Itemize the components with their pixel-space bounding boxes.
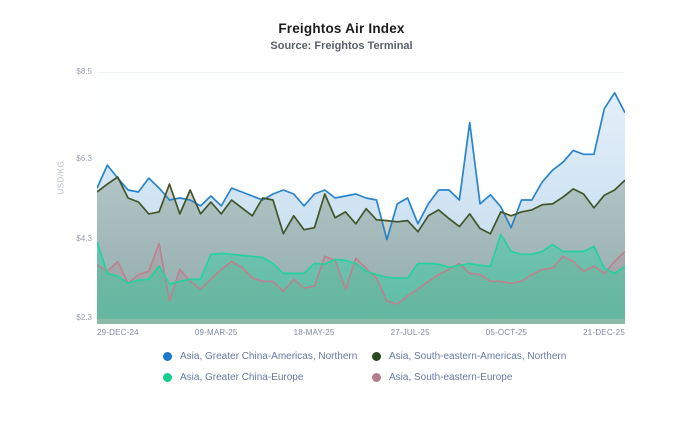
x-tick-label: 09-MAR-25 <box>194 328 238 337</box>
x-tick-label: 29-DEC-24 <box>97 328 139 337</box>
plot-svg[interactable] <box>97 73 625 324</box>
legend-label: Asia, South-eastern-Americas, Northern <box>389 351 567 362</box>
series-line-2[interactable] <box>97 233 625 285</box>
x-tick-label: 27-JUL-25 <box>390 328 430 337</box>
series-line-1[interactable] <box>97 176 625 235</box>
x-axis-band <box>97 319 625 324</box>
x-tick-label: 18-MAY-25 <box>293 328 335 337</box>
legend-dot-icon <box>163 352 172 361</box>
series-line-0[interactable] <box>97 91 625 241</box>
legend: Asia, Greater China-Americas, Northern As… <box>163 351 566 383</box>
legend-label: Asia, Greater China-Europe <box>180 372 304 383</box>
area-fill-2 <box>97 234 625 324</box>
y-tick-label: $4.3 <box>76 233 92 243</box>
plot-area[interactable] <box>97 72 625 324</box>
chart-title: Freightos Air Index <box>278 21 405 36</box>
y-tick-label: $8.5 <box>76 67 92 76</box>
legend-dot-icon <box>163 373 172 382</box>
chart-subtitle: Source: Freightos Terminal <box>270 40 413 52</box>
y-axis-title: USD/KG <box>56 160 66 195</box>
x-tick-label: 21-DEC-25 <box>583 328 625 337</box>
legend-dot-icon <box>372 373 381 382</box>
x-axis-labels: 29-DEC-24 09-MAR-25 18-MAY-25 27-JUL-25 05-O… <box>97 328 625 337</box>
legend-item-2[interactable]: Asia, Greater China-Europe <box>163 372 372 383</box>
series-line-3[interactable] <box>97 242 625 305</box>
legend-label: Asia, Greater China-Americas, Northern <box>180 351 358 362</box>
legend-item-3[interactable]: Asia, South-eastern-Europe <box>372 372 566 383</box>
legend-label: Asia, South-eastern-Europe <box>389 372 513 383</box>
legend-item-1[interactable]: Asia, South-eastern-Americas, Northern <box>372 351 566 362</box>
legend-dot-icon <box>372 352 381 361</box>
legend-item-0[interactable]: Asia, Greater China-Americas, Northern <box>163 351 372 362</box>
x-tick-label: 05-OCT-25 <box>485 328 528 337</box>
y-tick-label: $2.3 <box>76 313 92 322</box>
y-tick-label: $6.3 <box>76 154 92 164</box>
